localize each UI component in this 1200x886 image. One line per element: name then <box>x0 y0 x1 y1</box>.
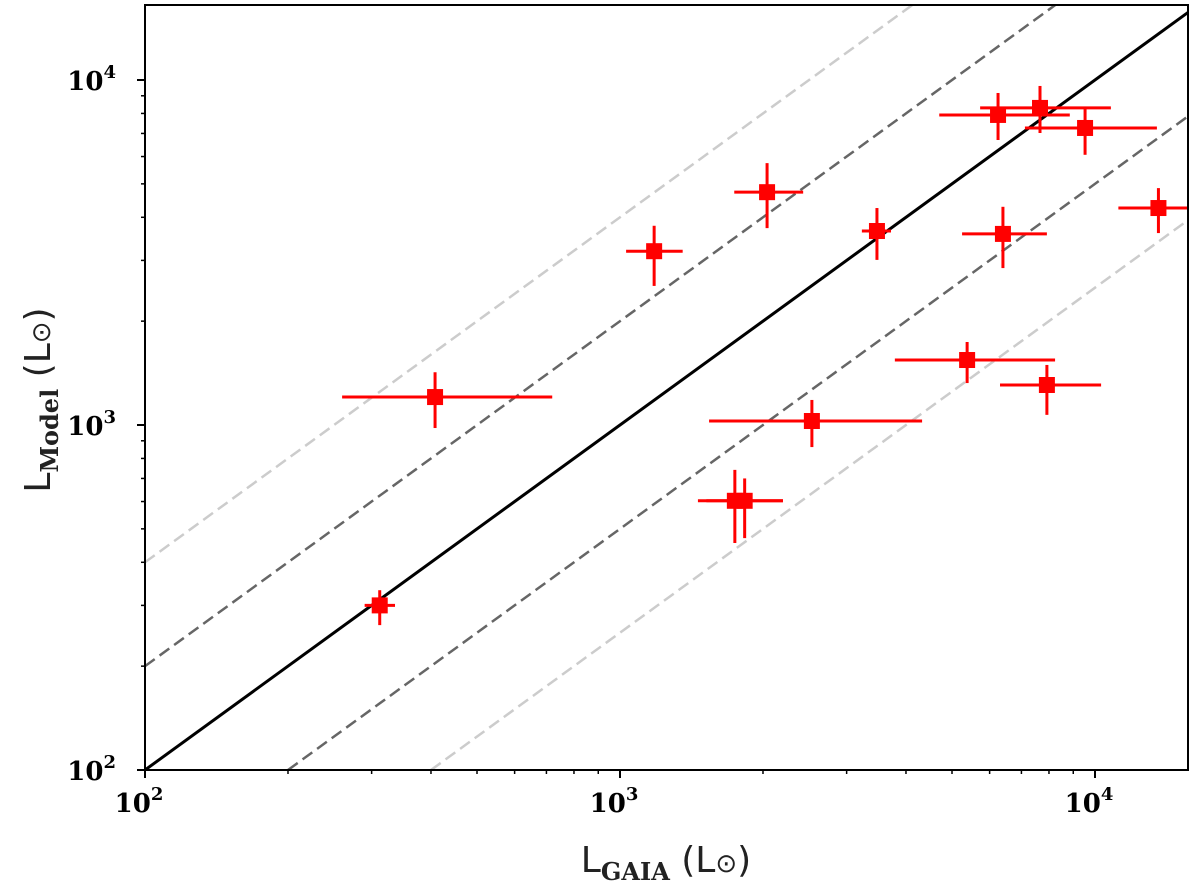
data-point <box>342 372 553 429</box>
data-point <box>364 590 396 626</box>
line-factor-4-upper <box>145 5 914 564</box>
square-marker <box>759 184 776 201</box>
square-marker <box>994 225 1011 242</box>
square-marker <box>868 223 885 240</box>
line-one-to-one <box>145 11 1188 770</box>
square-marker <box>959 352 976 369</box>
data-point <box>626 225 683 286</box>
reference-lines <box>145 5 1188 770</box>
square-marker <box>371 597 388 614</box>
data-point <box>1118 188 1188 234</box>
y-axis-label: LModel (L⊙) <box>18 307 64 492</box>
data-point <box>980 85 1111 134</box>
line-factor-2-lower <box>287 115 1188 770</box>
data-point <box>1000 364 1102 415</box>
x-tick-label: 103 <box>590 784 639 819</box>
square-marker <box>736 492 753 509</box>
axis-ticks: 102 103 104 102 103 104 <box>67 62 1113 819</box>
y-tick-label: 102 <box>67 752 116 787</box>
square-marker <box>990 106 1007 123</box>
data-point <box>734 163 804 229</box>
x-tick-label: 104 <box>1065 784 1114 819</box>
data-point <box>1024 107 1157 155</box>
data-point <box>706 478 783 539</box>
line-factor-2-upper <box>145 5 1057 668</box>
square-marker <box>1032 99 1049 116</box>
x-tick-label: 102 <box>115 784 164 819</box>
data-point <box>861 208 892 260</box>
data-point <box>962 206 1047 269</box>
square-marker <box>1038 376 1055 393</box>
data-point <box>939 92 1070 141</box>
x-axis-label: LGAIA (L⊙) <box>581 840 751 886</box>
square-marker <box>803 413 820 430</box>
data-point <box>709 399 923 448</box>
data-points <box>342 85 1188 626</box>
plot-frame <box>144 4 1189 771</box>
square-marker <box>427 389 444 406</box>
square-marker <box>1077 119 1094 136</box>
y-tick-label: 104 <box>67 62 116 97</box>
square-marker <box>1150 200 1167 217</box>
y-tick-label: 103 <box>67 407 116 442</box>
data-point <box>894 342 1056 384</box>
square-marker <box>646 243 663 260</box>
line-factor-4-lower <box>430 219 1188 770</box>
